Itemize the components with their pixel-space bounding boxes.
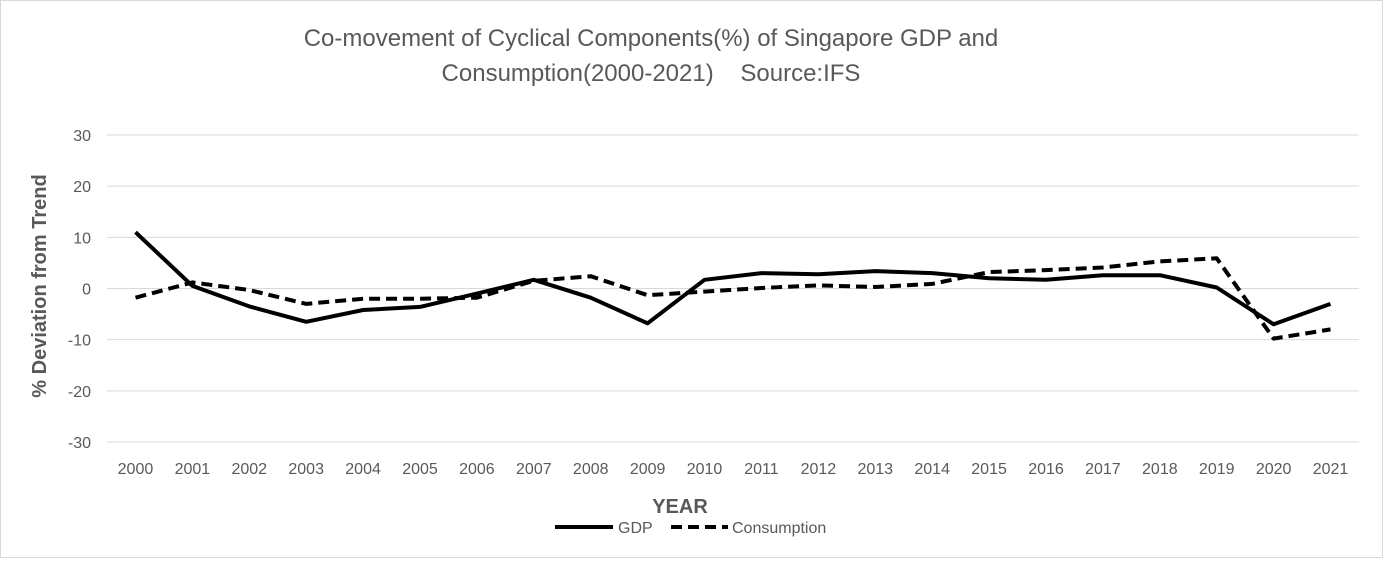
series-lines <box>134 230 1332 341</box>
x-tick-label: 2004 <box>345 461 381 478</box>
x-tick-label: 2010 <box>687 461 723 478</box>
y-tick-label: 10 <box>73 230 91 247</box>
y-tick-label: -10 <box>68 333 91 350</box>
legend-consumption-label: Consumption <box>732 520 826 537</box>
x-tick-label: 2017 <box>1085 461 1121 478</box>
x-tick-label: 2011 <box>744 461 779 478</box>
y-tick-label: 20 <box>73 179 91 196</box>
chart-title-line1: Co-movement of Cyclical Components(%) of… <box>304 25 999 52</box>
x-tick-label: 2003 <box>288 461 324 478</box>
x-tick-label: 2019 <box>1199 461 1235 478</box>
y-tick-label: -30 <box>68 435 91 452</box>
y-axis-ticks: 30 20 10 0 -10 -20 -30 <box>68 128 91 452</box>
legend-gdp-label: GDP <box>618 520 653 537</box>
x-axis-label: YEAR <box>652 496 708 518</box>
x-axis-ticks: 2000 2001 2002 2003 2004 2005 2006 2007 2008 2009… <box>118 461 1349 478</box>
series-line-consumption <box>134 256 1331 341</box>
x-tick-label: 2015 <box>971 461 1007 478</box>
y-tick-label: -20 <box>68 384 91 401</box>
y-tick-label: 0 <box>82 282 91 299</box>
x-tick-label: 2012 <box>801 461 837 478</box>
x-tick-label: 2013 <box>857 461 893 478</box>
x-tick-label: 2005 <box>402 461 438 478</box>
series-line-gdp <box>134 230 1332 327</box>
x-tick-label: 2007 <box>516 461 552 478</box>
x-tick-label: 2001 <box>175 461 211 478</box>
x-tick-label: 2021 <box>1313 461 1349 478</box>
x-tick-label: 2020 <box>1256 461 1292 478</box>
legend: GDP Consumption <box>555 520 826 537</box>
x-tick-label: 2016 <box>1028 461 1064 478</box>
x-tick-label: 2006 <box>459 461 495 478</box>
gridlines <box>107 134 1359 443</box>
x-tick-label: 2000 <box>118 461 154 478</box>
x-tick-label: 2009 <box>630 461 666 478</box>
x-tick-label: 2008 <box>573 461 609 478</box>
x-tick-label: 2002 <box>231 461 267 478</box>
x-tick-label: 2018 <box>1142 461 1178 478</box>
y-axis-label: % Deviation from Trend <box>29 174 51 397</box>
chart-title-line2: Consumption(2000-2021) Source:IFS <box>442 60 861 87</box>
y-tick-label: 30 <box>73 128 91 145</box>
x-tick-label: 2014 <box>914 461 950 478</box>
